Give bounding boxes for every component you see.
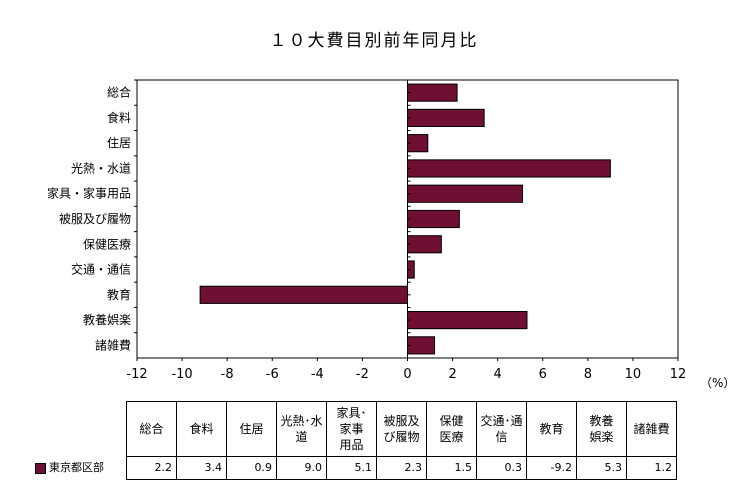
table-value-cell: 2.3 [376, 456, 427, 480]
category-label: 食料 [107, 110, 131, 125]
bar-1 [407, 83, 458, 102]
bar-7 [407, 235, 442, 254]
table-header-cell: 光熱･水道 [276, 401, 327, 457]
category-label: 交通・通信 [71, 262, 131, 277]
x-tick-label: -6 [266, 367, 279, 382]
bar-6 [407, 209, 460, 229]
x-tick-label: 8 [584, 367, 592, 382]
category-label: 光熱・水道 [71, 161, 131, 175]
table-value-cell: 0.9 [226, 456, 277, 480]
category-label: 被服及び履物 [59, 212, 131, 226]
table-value-cell: 1.2 [626, 456, 677, 480]
x-tick-label: -12 [126, 367, 147, 382]
x-tick-label: -4 [311, 367, 324, 382]
table-header-cell: 諸雑費 [626, 401, 677, 457]
table-header-cell: 被服及 び履物 [376, 401, 427, 457]
category-label: 住居 [107, 136, 131, 150]
table-header-cell: 教育 [526, 401, 577, 457]
x-tick-label: 10 [625, 367, 642, 382]
category-label: 総合 [107, 85, 131, 100]
category-label: 諸雑費 [95, 337, 131, 352]
category-label: 教育 [107, 287, 131, 302]
bar-3 [407, 134, 429, 153]
series-legend: 東京都区部 [35, 460, 127, 476]
x-tick-label: 4 [494, 367, 502, 382]
table-value-cell: 0.3 [476, 456, 527, 480]
table-header-cell: 総合 [126, 401, 177, 457]
bar-5 [407, 184, 523, 203]
x-tick-label: 6 [539, 367, 547, 382]
table-header-cell: 保健 医療 [426, 401, 477, 457]
table-header-cell: 教養 娯楽 [576, 401, 627, 457]
table-value-cell: 1.5 [426, 456, 477, 480]
table-header-cell: 家具･ 家事 用品 [326, 401, 377, 457]
table-header-cell: 交通･通信 [476, 401, 527, 457]
bar-10 [407, 310, 528, 330]
bar-9 [199, 285, 408, 304]
table-value-cell: 5.1 [326, 456, 377, 480]
table-value-cell: 5.3 [576, 456, 627, 480]
bar-4 [407, 159, 611, 178]
x-tick-label: 2 [448, 367, 456, 382]
legend-swatch [35, 462, 46, 474]
table-header-row: 総合 食料 住居 光熱･水道家具･ 家事 用品 被服及 び履物 保健 医療 交通･通信教育 教養 娯楽諸… [126, 401, 677, 457]
table-header-cell: 住居 [226, 401, 277, 457]
table-value-row: 東京都区部 2.2 3.4 0.9 9.0 5.1 2.3 1.5 0.3 -9.2 5.3 1.2 [35, 456, 677, 480]
category-label: 家具・家事用品 [47, 186, 131, 201]
category-label: 教養娯楽 [83, 312, 131, 327]
unit-label: （%） [700, 376, 736, 390]
table-header-cell: 食料 [176, 401, 227, 457]
table-value-cell: 東京都区部 2.2 [35, 456, 177, 480]
x-tick-label: 0 [403, 367, 411, 382]
table-value-cell: 3.4 [176, 456, 227, 480]
x-tick-label: -2 [356, 367, 369, 382]
x-tick-label: 12 [670, 367, 687, 382]
x-tick-label: -10 [171, 367, 192, 382]
bar-2 [407, 108, 485, 128]
bar-11 [407, 336, 436, 355]
table-value-cell: -9.2 [526, 456, 577, 480]
table-value-cell: 9.0 [276, 456, 327, 480]
data-table: 総合 食料 住居 光熱･水道家具･ 家事 用品 被服及 び履物 保健 医療 交通･通信教育 教養 娯楽諸… [35, 401, 677, 480]
chart-title: １０大費目別前年同月比 [269, 31, 479, 51]
bar-chart: 総合食料住居光熱・水道家具・家事用品被服及び履物保健医療交通・通信教育教養娯楽諸… [47, 79, 687, 382]
x-tick-label: -8 [221, 367, 234, 382]
category-label: 保健医療 [83, 237, 131, 251]
